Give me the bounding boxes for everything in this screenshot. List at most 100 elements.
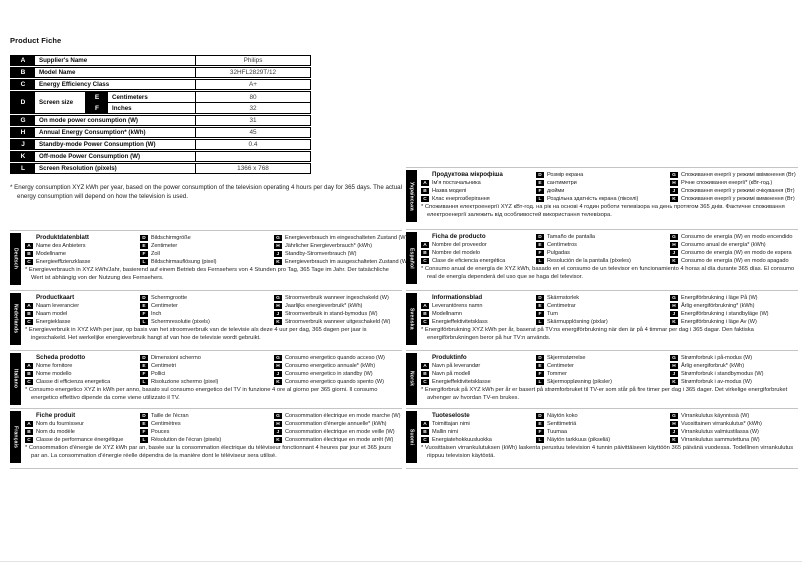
section-footnote: * Споживання електроенергії XYZ кВт-год.… <box>421 204 785 218</box>
row-value: 32HFL2829T/12 <box>229 69 277 76</box>
section-entry: F Tuumaa <box>536 428 670 436</box>
row-label: Supplier's Name <box>39 57 88 64</box>
section-entry: H Consumo anual de energía* (kWh) <box>670 241 798 249</box>
entry-key-badge: B <box>25 310 33 318</box>
row-label: Inches <box>112 104 132 112</box>
section-entry: C Energieffektivitetsklasse <box>421 378 535 386</box>
entry-label: Resolución de la pantalla (píxeles) <box>547 258 631 264</box>
entry-label: Schermgrootte <box>151 295 188 301</box>
entry-label: Risoluzione schermo (pixel) <box>151 379 219 385</box>
section-entry: K Споживання енергії у режимі вимкнення (… <box>670 195 798 203</box>
language-section: Italiano Scheda prodotto A Nome fornitore B N… <box>10 350 402 408</box>
entry-key-badge: A <box>421 302 429 310</box>
entry-key-badge: E <box>140 302 148 310</box>
entry-label: Strømforbruk i på-modus (W) <box>681 355 753 361</box>
entry-key-badge: J <box>274 370 282 378</box>
section-entry: G Strømforbruk i på-modus (W) <box>670 354 798 362</box>
row-value: 31 <box>249 117 257 124</box>
entry-label: Jährlicher Energieverbrauch* (kWh) <box>285 243 372 249</box>
entry-label: Клас енергозберігання <box>432 196 490 202</box>
entry-label: Navn på leverandør <box>432 363 481 369</box>
entry-label: Energiförbrukning i läge På (W) <box>681 295 758 301</box>
table-subrow: F Inches <box>86 103 195 113</box>
language-tab: Українська <box>406 170 417 222</box>
section-entry: E Centimetrar <box>536 302 670 310</box>
entry-label: Naam leverancier <box>36 303 80 309</box>
section-entry: D Dimensioni schermo <box>140 354 274 362</box>
entry-key-badge: B <box>421 249 429 257</box>
row-label: Annual Energy Consumption* (kWh) <box>39 129 146 136</box>
language-section: Nederlands Productkaart A Naam leverancier B… <box>10 290 402 350</box>
section-entry: J Consommation électrique en mode veille … <box>274 428 402 436</box>
section-entry: B Nome modello <box>25 370 139 378</box>
section-entry: F Tum <box>536 310 670 318</box>
entry-label: Pulgadas <box>547 250 570 256</box>
section-entry: K Consommation électrique en mode arrêt (… <box>274 436 402 444</box>
entry-key-badge: E <box>536 302 544 310</box>
row-key-badge: A <box>11 56 35 65</box>
entry-key-badge: B <box>25 250 33 258</box>
section-entry: H Consommation d'énergie annuelle* (kWh) <box>274 420 402 428</box>
entry-key-badge: H <box>670 362 678 370</box>
section-entry: G Consumo de energía (W) en modo encendid… <box>670 233 798 241</box>
entry-label: Consommation électrique en mode veille (… <box>285 429 395 435</box>
entry-key-badge: J <box>274 428 282 436</box>
page-title: Product Fiche <box>10 36 62 45</box>
entry-label: Energiförbrukning i läge Av (W) <box>681 319 757 325</box>
row-label: Off-mode Power Consumption (W) <box>39 153 141 160</box>
section-entry: E Centímetros <box>536 241 670 249</box>
section-footnote: * Energieverbruik in XYZ kWh per jaar, o… <box>25 327 367 341</box>
entry-label: Centimeter <box>547 363 574 369</box>
table-row: B Model Name 32HFL2829T/12 <box>10 67 311 78</box>
entry-label: дюйми <box>547 188 565 194</box>
section-entry: D Skärmstorlek <box>536 294 670 302</box>
section-entry: H Årlig energiforbruk* (kWh) <box>670 362 798 370</box>
section-entry: J Consumo energetico in standby (W) <box>274 370 402 378</box>
entry-label: Consumo energetico annuale* (kWh) <box>285 363 376 369</box>
entry-label: Consumo energetico quando spento (W) <box>285 379 384 385</box>
entry-key-badge: L <box>536 378 544 386</box>
entry-label: Centimètres <box>151 421 181 427</box>
entry-label: Årlig energiforbruk* (kWh) <box>681 363 745 369</box>
section-entry: K Virrankulutus sammutettuna (W) <box>670 436 798 444</box>
entry-label: Роздільна здатність екрана (пікселі) <box>547 196 639 202</box>
section-entry: D Skjermstørrelse <box>536 354 670 362</box>
language-tab: Suomi <box>406 411 417 463</box>
section-entry: L Resolución de la pantalla (píxeles) <box>536 257 670 265</box>
entry-key-badge: E <box>536 241 544 249</box>
language-tab: Español <box>406 232 417 284</box>
entry-key-badge: D <box>140 354 148 362</box>
entry-label: Standby-Stromverbrauch (W) <box>285 251 357 257</box>
section-entry: E Centimetri <box>140 362 274 370</box>
entry-key-badge: C <box>421 257 429 265</box>
section-entry: B Modellname <box>25 250 139 258</box>
row-value: 45 <box>249 129 257 136</box>
section-title: Informationsblad <box>432 294 483 301</box>
entry-key-badge: B <box>421 370 429 378</box>
section-entry: B Nombre del modelo <box>421 249 535 257</box>
entry-key-badge: A <box>421 420 429 428</box>
section-entry: J Standby-Stromverbrauch (W) <box>274 250 402 258</box>
row-key-badge: C <box>11 80 35 89</box>
table-row: H Annual Energy Consumption* (kWh) 45 <box>10 127 311 138</box>
entry-label: Розмір екрана <box>547 172 584 178</box>
language-tab: Norsk <box>406 353 417 405</box>
entry-label: Consommation électrique en mode marche (… <box>285 413 401 419</box>
row-value: 32 <box>249 104 257 112</box>
section-entry: K Consumo energetico quando spento (W) <box>274 378 402 386</box>
entry-label: Skjermstørrelse <box>547 355 586 361</box>
entry-key-badge: L <box>140 318 148 326</box>
entry-label: Ім'я постачальника <box>432 180 481 186</box>
entry-key-badge: E <box>140 242 148 250</box>
entry-key-badge: D <box>140 234 148 242</box>
section-entry: B Naam model <box>25 310 139 318</box>
entry-label: Consumo de energía (W) en modo de espera <box>681 250 792 256</box>
entry-key-badge: B <box>25 370 33 378</box>
section-entry: L Schermresolutie (pixels) <box>140 318 274 326</box>
entry-label: Nom du modèle <box>36 429 75 435</box>
section-entry: H Jährlicher Energieverbrauch* (kWh) <box>274 242 402 250</box>
entry-key-badge: L <box>536 436 544 444</box>
entry-label: Tum <box>547 311 558 317</box>
entry-label: Bildschirmgröße <box>151 235 191 241</box>
